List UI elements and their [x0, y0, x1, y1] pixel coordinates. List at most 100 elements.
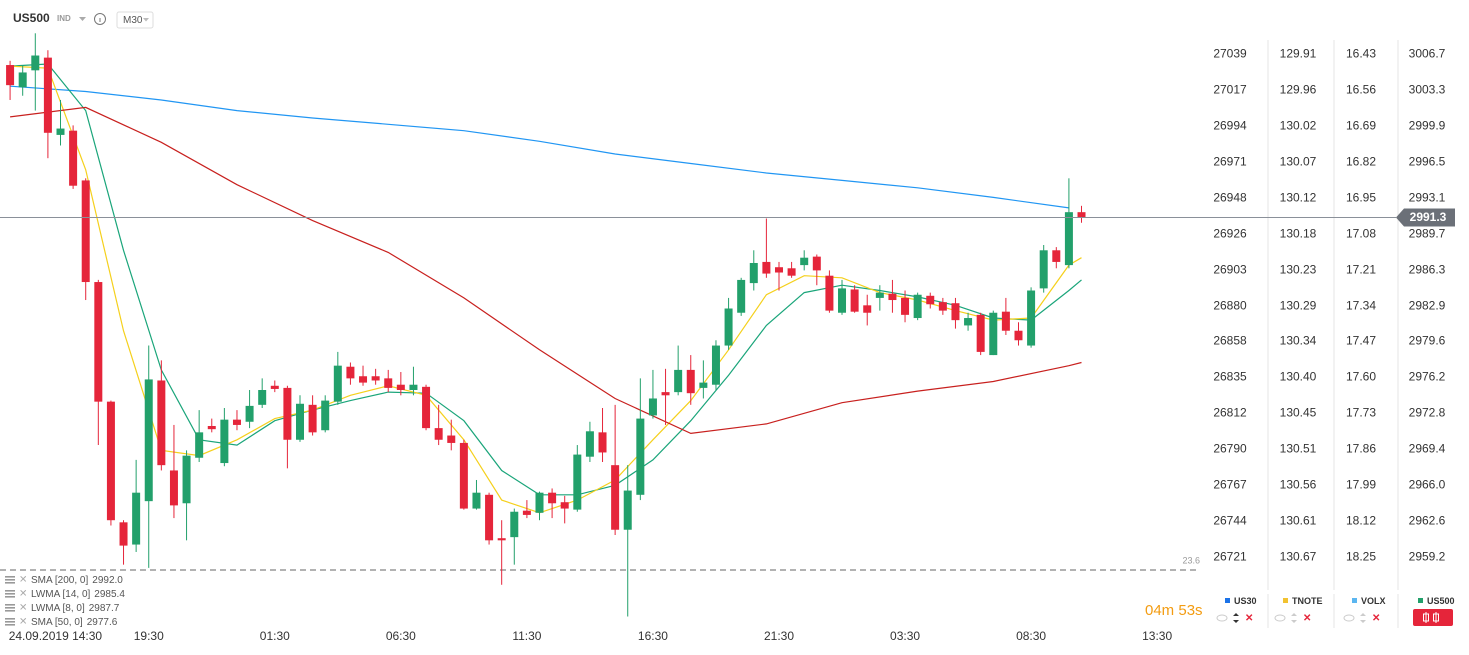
- candle-body: [195, 432, 204, 458]
- timeframe-box[interactable]: [116, 11, 154, 29]
- compare-tick-label: 26948: [1213, 191, 1247, 205]
- tab-remove[interactable]: ✕: [1245, 613, 1253, 624]
- tab-color: [1283, 598, 1288, 603]
- candle-body: [686, 369, 695, 394]
- y-tick-label: 2969.4: [1409, 441, 1446, 455]
- compare-tick-label: 17.60: [1346, 369, 1376, 383]
- legend-icon: [5, 604, 15, 606]
- candle-body: [270, 385, 279, 389]
- instrument-tab[interactable]: US30 ✕: [1216, 596, 1257, 624]
- tab-eye[interactable]: [1343, 614, 1355, 622]
- compare-tick-label: 17.21: [1346, 263, 1376, 277]
- timeframe: M30: [123, 15, 143, 26]
- compare-tick-label: 26790: [1213, 441, 1247, 455]
- candle-body: [245, 405, 254, 422]
- candle-body: [232, 419, 241, 425]
- timeframe-arrow: [143, 18, 149, 22]
- tab-eye[interactable]: [1274, 614, 1286, 622]
- candle-body: [560, 502, 569, 509]
- market: IND: [57, 14, 71, 23]
- symbol[interactable]: US500: [13, 11, 50, 25]
- candle-body: [371, 376, 380, 381]
- candle-timer: 04m 53s: [1145, 602, 1203, 619]
- compare-tick-label: 26880: [1213, 299, 1247, 313]
- instrument-tab[interactable]: TNOTE ✕: [1274, 596, 1323, 624]
- tab-eye[interactable]: [1216, 614, 1228, 622]
- y-tick-label: 2966.0: [1409, 477, 1446, 491]
- tab-remove[interactable]: ✕: [1372, 613, 1380, 624]
- candle-body: [384, 378, 393, 388]
- legend-remove[interactable]: ✕: [19, 617, 27, 628]
- candle-body: [169, 470, 178, 506]
- y-tick-label: 2989.7: [1409, 227, 1446, 241]
- legend-value: 2992.0: [92, 575, 123, 586]
- candle-body: [737, 279, 746, 313]
- candle-body: [585, 431, 594, 457]
- legend-row[interactable]: ✕ LWMA [8, 0] 2987.7: [5, 603, 120, 614]
- candle-body: [157, 380, 166, 466]
- candle-body: [749, 262, 758, 284]
- compare-tick-label: 16.82: [1346, 155, 1376, 169]
- tab-name: US30: [1234, 596, 1257, 606]
- candle-body: [711, 345, 720, 385]
- legend-row[interactable]: ✕ SMA [50, 0] 2977.6: [5, 617, 118, 628]
- candle-body: [1052, 250, 1061, 262]
- compare-tick-label: 16.69: [1346, 119, 1376, 133]
- legend-value: 2987.7: [89, 603, 120, 614]
- legend-icon: [5, 576, 15, 578]
- instrument-tab[interactable]: VOLX ✕: [1343, 596, 1386, 624]
- legend-row[interactable]: ✕ LWMA [14, 0] 2985.4: [5, 589, 125, 600]
- tab-arrows[interactable]: [1360, 613, 1366, 623]
- y-tick-label: 2986.3: [1409, 263, 1446, 277]
- candle-body: [875, 292, 884, 298]
- x-tick-label: 24.09.2019 14:30: [9, 629, 103, 643]
- compare-tick-label: 26721: [1213, 549, 1247, 563]
- candle-body: [31, 55, 40, 71]
- indicator-line: [10, 106, 1082, 435]
- info-icon[interactable]: [94, 13, 106, 25]
- candle-body: [825, 275, 834, 311]
- compare-tick-label: 16.43: [1346, 47, 1376, 61]
- legend-name: SMA [200, 0]: [31, 575, 88, 586]
- compare-tick-label: 17.73: [1346, 405, 1376, 419]
- compare-tick-label: 130.61: [1280, 513, 1317, 527]
- legend-remove[interactable]: ✕: [19, 603, 27, 614]
- candle-body: [18, 72, 27, 88]
- candle-body: [182, 455, 191, 504]
- button-icon: [1423, 613, 1429, 622]
- candle-body: [964, 318, 973, 326]
- legend-remove[interactable]: ✕: [19, 589, 27, 600]
- legend-remove[interactable]: ✕: [19, 575, 27, 586]
- compare-tick-label: 27017: [1213, 83, 1247, 97]
- candle-body: [1014, 330, 1023, 341]
- candle-body: [220, 419, 229, 464]
- candle-body: [863, 305, 872, 313]
- legend-row[interactable]: ✕ SMA [200, 0] 2992.0: [5, 575, 123, 586]
- candle-body: [938, 302, 947, 311]
- tab-name: VOLX: [1361, 596, 1386, 606]
- x-tick-label: 21:30: [764, 629, 794, 643]
- candle-body: [699, 382, 708, 388]
- compare-tick-label: 26994: [1213, 119, 1247, 133]
- compare-tick-label: 130.12: [1280, 191, 1317, 205]
- x-tick-label: 19:30: [134, 629, 164, 643]
- legend-icon: [5, 582, 15, 584]
- instrument-tab[interactable]: US500: [1418, 596, 1455, 606]
- candle-body: [56, 128, 65, 135]
- x-tick-label: 06:30: [386, 629, 416, 643]
- y-tick-label: 3006.7: [1409, 47, 1446, 61]
- dropdown-arrow[interactable]: [79, 17, 86, 21]
- compare-tick-label: 26971: [1213, 155, 1247, 169]
- tab-arrows[interactable]: [1291, 613, 1297, 623]
- candle-body: [207, 425, 216, 430]
- compare-tick-label: 26858: [1213, 333, 1247, 347]
- legend-icon: [5, 618, 15, 620]
- tab-arrows[interactable]: [1233, 613, 1239, 623]
- y-tick-label: 2976.2: [1409, 369, 1446, 383]
- tab-remove[interactable]: ✕: [1303, 613, 1311, 624]
- candle-body: [459, 442, 468, 509]
- compare-tick-label: 129.91: [1280, 47, 1317, 61]
- candle-body: [132, 492, 141, 545]
- y-tick-label: 2996.5: [1409, 155, 1446, 169]
- compare-tick-label: 130.34: [1280, 333, 1317, 347]
